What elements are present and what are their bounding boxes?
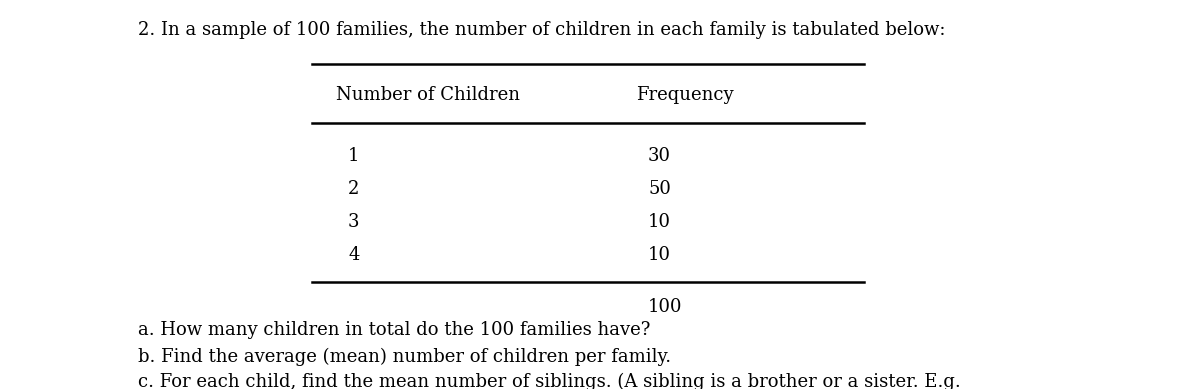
- Text: 4: 4: [348, 246, 359, 264]
- Text: 3: 3: [348, 213, 360, 231]
- Text: 50: 50: [648, 180, 671, 198]
- Text: c. For each child, find the mean number of siblings. (A sibling is a brother or : c. For each child, find the mean number …: [138, 373, 961, 389]
- Text: 1: 1: [348, 147, 360, 165]
- Text: 100: 100: [648, 298, 683, 316]
- Text: Number of Children: Number of Children: [336, 86, 520, 104]
- Text: 30: 30: [648, 147, 671, 165]
- Text: 2. In a sample of 100 families, the number of children in each family is tabulat: 2. In a sample of 100 families, the numb…: [138, 21, 946, 39]
- Text: 10: 10: [648, 246, 671, 264]
- Text: b. Find the average (mean) number of children per family.: b. Find the average (mean) number of chi…: [138, 348, 671, 366]
- Text: 2: 2: [348, 180, 359, 198]
- Text: 10: 10: [648, 213, 671, 231]
- Text: a. How many children in total do the 100 families have?: a. How many children in total do the 100…: [138, 321, 650, 339]
- Text: Frequency: Frequency: [636, 86, 733, 104]
